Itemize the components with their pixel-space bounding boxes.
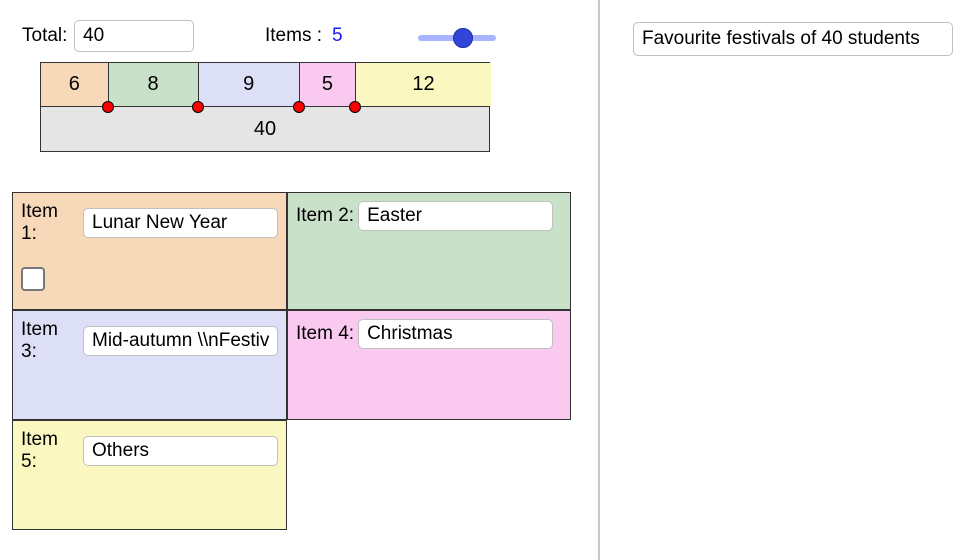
- bar-segment: 12: [356, 63, 491, 106]
- total-label: Total:: [22, 25, 67, 47]
- items-slider[interactable]: [418, 28, 496, 48]
- total-input[interactable]: [74, 20, 194, 52]
- segment-handle[interactable]: [192, 101, 204, 113]
- item-label: Item 2:: [296, 205, 354, 227]
- item-box-3: Item 3:: [12, 310, 287, 420]
- item1-checkbox[interactable]: [21, 267, 45, 291]
- item-input-5[interactable]: [83, 436, 278, 466]
- item-box-4: Item 4:: [287, 310, 571, 420]
- bar-total: 40: [40, 107, 490, 152]
- item-input-1[interactable]: [83, 208, 278, 238]
- right-pane: [614, 0, 963, 560]
- segment-handle[interactable]: [102, 101, 114, 113]
- item-box-1: Item 1:: [12, 192, 287, 310]
- items-count: 5: [332, 25, 343, 47]
- item-input-4[interactable]: [358, 319, 553, 349]
- pane-divider: [598, 0, 600, 560]
- bar-segment: 6: [41, 63, 109, 106]
- items-label: Items :: [265, 25, 322, 47]
- segment-handle[interactable]: [349, 101, 361, 113]
- bar-segment: 9: [199, 63, 300, 106]
- item-box-5: Item 5:: [12, 420, 287, 530]
- item-label: Item 1:: [21, 201, 79, 245]
- left-pane: Total: Items : 5 689512 40 Item 1:Item 2…: [0, 0, 598, 560]
- slider-thumb[interactable]: [453, 28, 473, 48]
- segment-handle[interactable]: [293, 101, 305, 113]
- bar-segment: 8: [109, 63, 199, 106]
- chart-title-input[interactable]: [633, 22, 953, 56]
- bar-segment: 5: [300, 63, 356, 106]
- item-input-2[interactable]: [358, 201, 553, 231]
- item-input-3[interactable]: [83, 326, 278, 356]
- item-label: Item 5:: [21, 429, 79, 473]
- item-label: Item 4:: [296, 323, 354, 345]
- item-box-2: Item 2:: [287, 192, 571, 310]
- item-label: Item 3:: [21, 319, 79, 363]
